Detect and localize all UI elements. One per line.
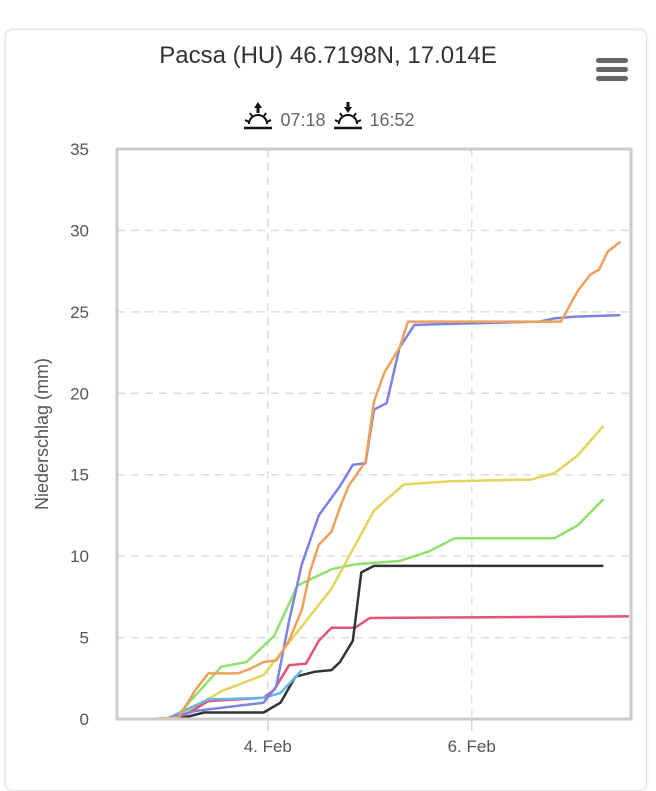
x-tick-label: 6. Feb bbox=[448, 737, 496, 756]
series-line-5[interactable] bbox=[117, 313, 621, 721]
y-tick-label: 30 bbox=[70, 221, 89, 240]
series-line-1[interactable] bbox=[117, 425, 605, 721]
y-tick-label: 15 bbox=[70, 466, 89, 485]
hamburger-menu-icon[interactable] bbox=[596, 58, 628, 84]
y-tick-label: 5 bbox=[80, 629, 89, 648]
sunrise-time: 07:18 bbox=[280, 110, 326, 130]
sunset-time: 16:52 bbox=[369, 110, 415, 130]
series-line-0[interactable] bbox=[117, 498, 605, 721]
series-line-2[interactable] bbox=[117, 615, 629, 721]
y-tick-label: 0 bbox=[80, 710, 89, 729]
y-tick-label: 10 bbox=[70, 547, 89, 566]
chart-title: Pacsa (HU) 46.7198N, 17.014E bbox=[159, 42, 497, 69]
y-tick-label: 25 bbox=[70, 303, 89, 322]
sun-times: 07:18 16:52 bbox=[0, 100, 656, 131]
series-line-3[interactable] bbox=[117, 564, 604, 721]
y-tick-label: 20 bbox=[70, 384, 89, 403]
plot-border bbox=[115, 147, 633, 721]
sunrise-icon bbox=[244, 102, 273, 130]
y-axis-title: Niederschlag (mm) bbox=[32, 358, 52, 510]
y-tick-label: 35 bbox=[70, 140, 89, 159]
series-line-6[interactable] bbox=[117, 240, 622, 721]
x-tick-label: 4. Feb bbox=[244, 737, 292, 756]
precipitation-chart: 0 5 10 15 20 25 30 35 4. Feb 6. Feb Niederschlag … bbox=[32, 140, 633, 756]
sunset-icon bbox=[333, 102, 362, 130]
